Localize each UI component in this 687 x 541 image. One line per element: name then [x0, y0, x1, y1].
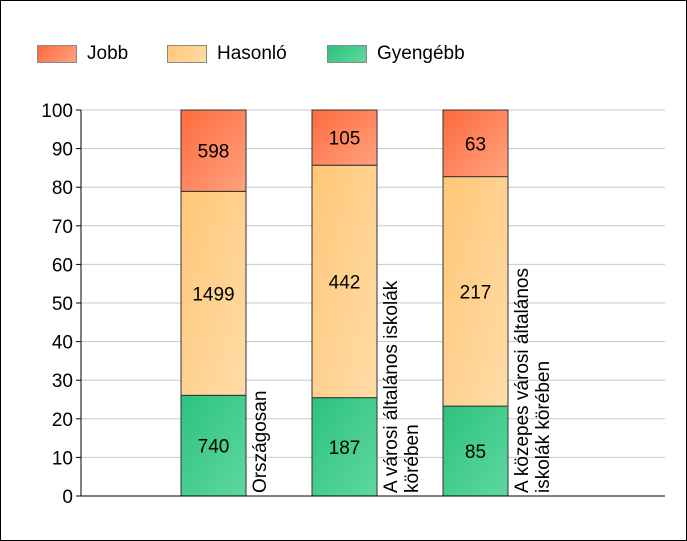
data-label-jobb: 63	[465, 134, 486, 155]
legend-label: Jobb	[87, 43, 129, 64]
legend-swatch	[167, 45, 207, 63]
y-tick-label: 70	[52, 217, 73, 238]
legend-label: Hasonló	[217, 43, 287, 64]
legend-swatch	[327, 45, 367, 63]
y-tick-label: 50	[52, 294, 73, 315]
y-tick-label: 0	[62, 487, 73, 508]
bar-segment-jobb-3	[442, 109, 509, 178]
data-label-gyengebb: 187	[329, 438, 361, 459]
category-label-1: Országosan	[250, 391, 271, 493]
bar-segment-gyengebb-3	[442, 405, 509, 497]
axes: 0 10 20 30 40 50 60 70 80 90 100	[41, 101, 665, 508]
bar-segment-gyengebb-1	[180, 394, 247, 497]
category-label-3: A közepes városi általánosiskolák körébe…	[512, 268, 554, 493]
y-tick-label: 40	[52, 333, 73, 354]
data-label-jobb: 105	[329, 129, 361, 150]
bar-segment-hasonlo-2	[311, 164, 378, 399]
data-label-gyengebb: 740	[198, 437, 230, 458]
bar-segment-jobb-2	[311, 109, 378, 166]
category-label-2: A városi általános iskolákkörében	[381, 280, 423, 493]
category-labels: Országosan A városi általános iskolákköré…	[250, 268, 554, 493]
bars: 740 1499 598 187 442 105 85 217 63	[180, 109, 509, 497]
data-label-hasonlo: 1499	[192, 284, 234, 305]
y-tick-label: 80	[52, 178, 73, 199]
bar-segment-jobb-1	[180, 109, 247, 192]
y-tick-label: 20	[52, 410, 73, 431]
bar-segment-hasonlo-3	[442, 176, 509, 407]
y-tick-label: 90	[52, 140, 73, 161]
y-tick-label: 60	[52, 255, 73, 276]
legend-label: Gyengébb	[377, 43, 465, 64]
bar-segment-hasonlo-1	[180, 190, 247, 396]
data-label-gyengebb: 85	[465, 442, 486, 463]
y-tick-label: 30	[52, 371, 73, 392]
y-tick-label: 100	[41, 101, 73, 122]
data-label-hasonlo: 442	[329, 272, 361, 293]
legend-swatch	[37, 45, 77, 63]
data-label-jobb: 598	[198, 142, 230, 163]
y-tick-label: 10	[52, 448, 73, 469]
data-label-hasonlo: 217	[460, 282, 492, 303]
